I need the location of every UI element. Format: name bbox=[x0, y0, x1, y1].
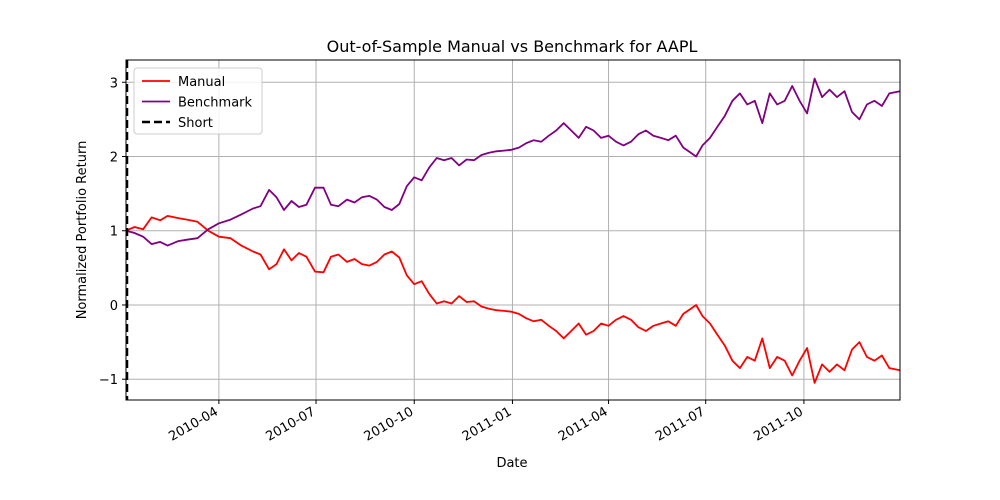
series-line-manual bbox=[125, 215, 901, 384]
x-axis-title: Date bbox=[496, 456, 527, 471]
y-tick-label: −1 bbox=[99, 373, 118, 388]
x-tick-label: 2011-07 bbox=[653, 404, 708, 444]
legend-box bbox=[133, 67, 263, 135]
legend-label-short: Short bbox=[178, 116, 213, 131]
x-tick-label: 2011-10 bbox=[751, 404, 806, 444]
y-tick-label: 0 bbox=[110, 299, 118, 314]
series-line-benchmark bbox=[125, 77, 901, 247]
legend: Manual Benchmark Short bbox=[133, 67, 263, 135]
y-tick-label: 1 bbox=[110, 225, 118, 240]
y-tick-label: 2 bbox=[110, 151, 118, 166]
legend-label-manual: Manual bbox=[178, 75, 225, 90]
x-tick-label: 2011-04 bbox=[556, 404, 611, 444]
chart-title: Out-of-Sample Manual vs Benchmark for AA… bbox=[327, 37, 698, 56]
y-axis-title: Normalized Portfolio Return bbox=[75, 141, 90, 320]
x-tick-label: 2010-07 bbox=[263, 404, 318, 444]
x-tick-label: 2010-04 bbox=[166, 404, 221, 444]
x-tick-label: 2010-10 bbox=[362, 404, 417, 444]
legend-label-benchmark: Benchmark bbox=[178, 96, 253, 111]
series-layer bbox=[125, 77, 901, 384]
x-tick-label: 2011-01 bbox=[460, 404, 515, 444]
plot-frame bbox=[125, 59, 901, 401]
y-tick-label: 3 bbox=[110, 76, 118, 91]
